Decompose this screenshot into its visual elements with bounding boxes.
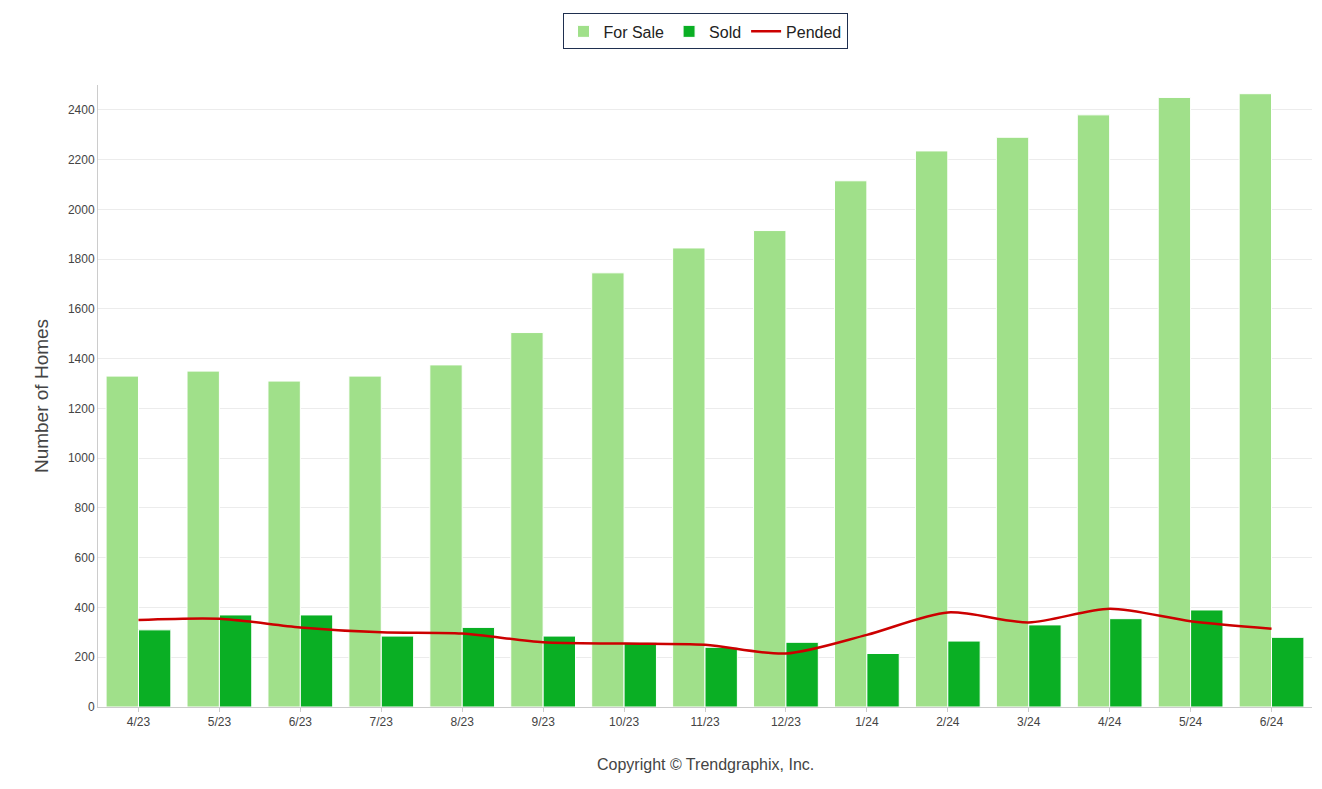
svg-text:1800: 1800: [68, 252, 95, 266]
svg-text:Number of Homes: Number of Homes: [31, 319, 52, 473]
svg-text:4/23: 4/23: [127, 715, 151, 729]
svg-text:5/23: 5/23: [208, 715, 232, 729]
svg-text:4/24: 4/24: [1098, 715, 1122, 729]
svg-text:6/24: 6/24: [1260, 715, 1284, 729]
svg-text:200: 200: [75, 650, 95, 664]
svg-text:3/24: 3/24: [1017, 715, 1041, 729]
svg-text:Copyright © Trendgraphix, Inc.: Copyright © Trendgraphix, Inc.: [597, 756, 814, 773]
svg-text:Sold: Sold: [709, 24, 741, 41]
svg-text:1400: 1400: [68, 352, 95, 366]
svg-text:10/23: 10/23: [609, 715, 639, 729]
svg-text:2200: 2200: [68, 153, 95, 167]
svg-text:6/23: 6/23: [289, 715, 313, 729]
svg-text:7/23: 7/23: [370, 715, 394, 729]
svg-text:11/23: 11/23: [690, 715, 719, 729]
svg-text:1200: 1200: [68, 402, 95, 416]
svg-text:2400: 2400: [68, 103, 95, 117]
svg-text:400: 400: [75, 601, 95, 615]
svg-text:5/24: 5/24: [1179, 715, 1203, 729]
svg-text:1000: 1000: [68, 451, 95, 465]
svg-text:2/24: 2/24: [936, 715, 960, 729]
svg-text:1/24: 1/24: [855, 715, 879, 729]
svg-text:800: 800: [75, 501, 95, 515]
svg-text:9/23: 9/23: [531, 715, 555, 729]
svg-text:0: 0: [88, 700, 95, 714]
svg-text:Pended: Pended: [786, 24, 841, 41]
svg-text:2000: 2000: [68, 203, 95, 217]
svg-text:For Sale: For Sale: [604, 24, 665, 41]
svg-text:600: 600: [75, 551, 95, 565]
svg-text:8/23: 8/23: [451, 715, 475, 729]
svg-text:1600: 1600: [68, 302, 95, 316]
svg-text:12/23: 12/23: [771, 715, 801, 729]
